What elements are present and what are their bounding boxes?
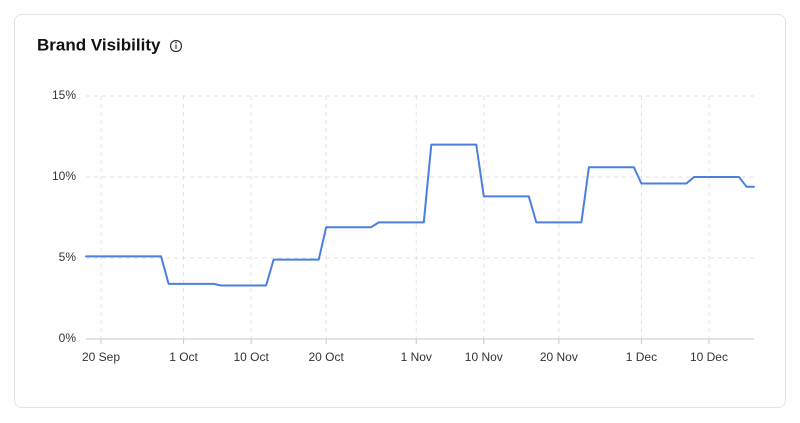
x-tick-label: 20 Sep [82, 350, 120, 364]
x-tick-label: 1 Nov [401, 350, 432, 364]
x-tick-label: 10 Nov [465, 350, 503, 364]
info-icon[interactable] [169, 39, 183, 53]
x-tick-label: 20 Oct [309, 350, 345, 364]
info-icon-dot [175, 41, 177, 44]
x-tick-label: 20 Nov [540, 350, 578, 364]
y-tick-label: 0% [59, 331, 77, 345]
y-tick-label: 5% [59, 250, 77, 264]
x-tick-label: 1 Oct [169, 350, 198, 364]
x-tick-label: 10 Oct [233, 350, 269, 364]
x-tick-label: 1 Dec [626, 350, 657, 364]
chart-title: Brand Visibility [37, 35, 161, 54]
y-tick-label: 15% [52, 88, 76, 102]
card [14, 14, 786, 408]
data-line [85, 143, 755, 287]
info-icon-circle [169, 39, 183, 53]
x-tick-label: 10 Dec [690, 350, 728, 364]
y-tick-label: 10% [52, 169, 76, 183]
